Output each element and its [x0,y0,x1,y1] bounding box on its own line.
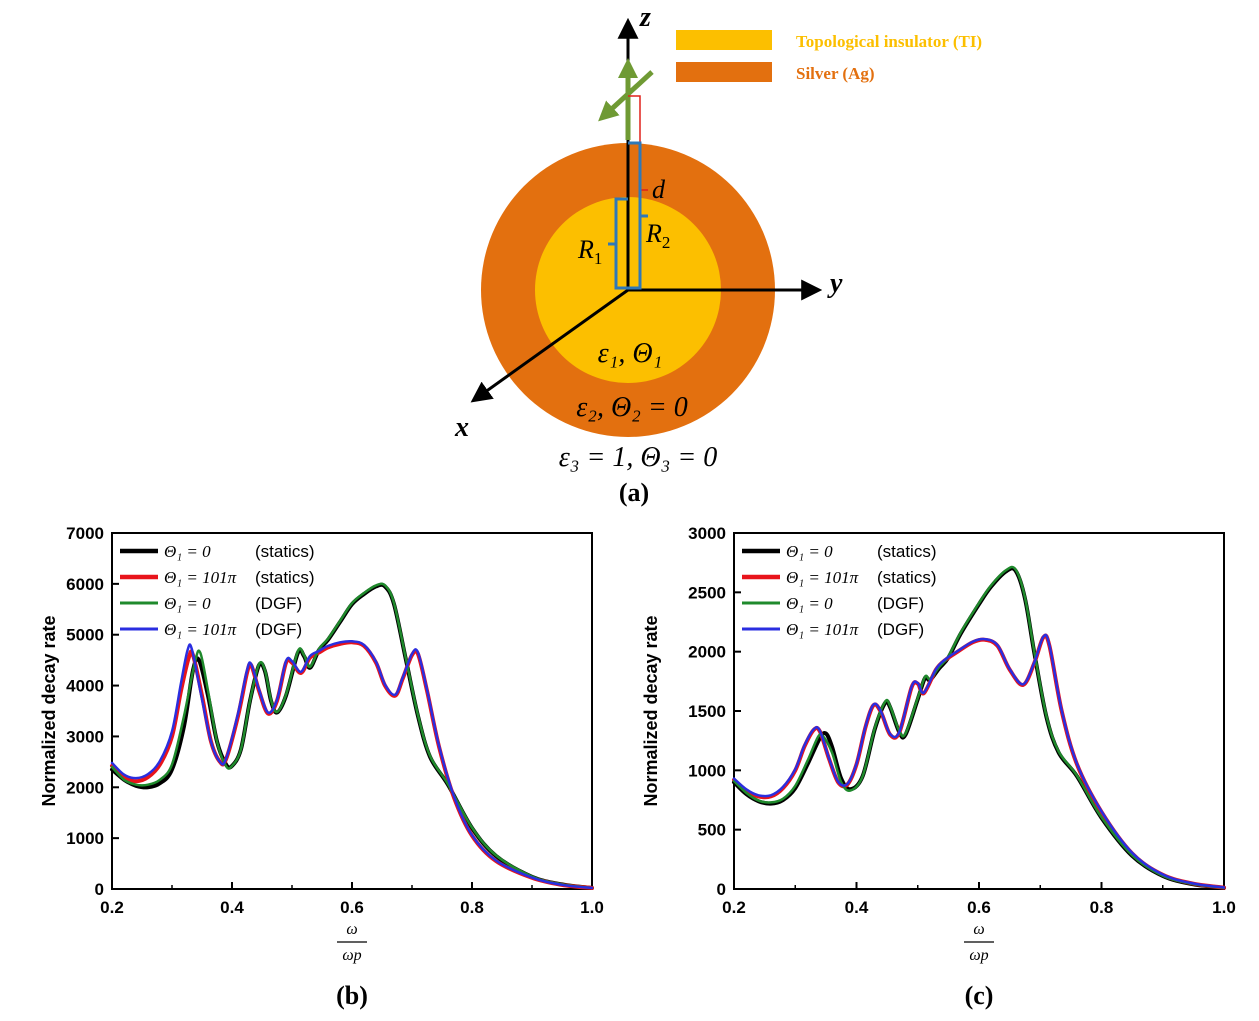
y-tick-label-b-0: 0 [95,880,104,899]
x-tick-label-c-0: 0.2 [722,898,746,917]
y-tick-label-b-3: 3000 [66,727,104,746]
y-tick-label-b-7: 7000 [66,524,104,543]
x-tick-label-c-2: 0.6 [967,898,991,917]
svg-text:ω: ω [973,921,984,938]
shell-label: ε₂, Θ₂ = 0 [576,392,688,423]
y-tick-label-c-5: 2500 [688,583,726,602]
y-tick-label-b-4: 4000 [66,677,104,696]
legend-name-b-3: Θ₁ = 101π [164,620,237,639]
legend-tag-b-2: (DGF) [255,594,302,613]
dipole-icon [598,58,654,140]
x-tick-label-b-0: 0.2 [100,898,124,917]
legend-tag-b-0: (statics) [255,542,315,561]
y-tick-label-b-2: 2000 [66,778,104,797]
x-tick-label-c-3: 0.8 [1090,898,1114,917]
y-axis-label: y [827,268,843,299]
ticks-b: 0.2 0.4 0.6 0.8 1.0 0 1000 2000 3000 4000 5000 6000… [66,524,604,917]
legend-tag-c-3: (DGF) [877,620,924,639]
series-line-b-2 [110,582,594,890]
legend-c: Θ₁ = 0 (statics) Θ₁ = 101π (statics) Θ₁ = 0 (… [742,542,937,639]
legend-swatch-ag [676,62,772,82]
series-line-b-1 [110,640,594,890]
r2-label: R2 [645,219,670,252]
y-axis-label-c: Normalized decay rate [641,615,661,806]
panel-label-a: (a) [619,478,649,507]
chart-b: 0.2 0.4 0.6 0.8 1.0 0 1000 2000 3000 4000 5000 6000… [39,524,604,1010]
y-tick-label-c-3: 1500 [688,702,726,721]
x-tick-label-b-4: 1.0 [580,898,604,917]
y-axis-label-b: Normalized decay rate [39,615,59,806]
legend-tag-b-3: (DGF) [255,620,302,639]
series-line-c-0 [732,566,1226,890]
series-lines-c [732,565,1226,890]
legend-name-c-3: Θ₁ = 101π [786,620,859,639]
legend-tag-c-2: (DGF) [877,594,924,613]
legend-label-ag: Silver (Ag) [796,64,875,83]
x-tick-label-b-1: 0.4 [220,898,244,917]
y-tick-label-b-5: 5000 [66,626,104,645]
panel-label-b: (b) [336,981,368,1010]
legend-tag-c-0: (statics) [877,542,937,561]
legend-name-c-2: Θ₁ = 0 [786,594,833,613]
legend-tag-b-1: (statics) [255,568,315,587]
x-tick-label-b-3: 0.8 [460,898,484,917]
legend-name-c-1: Θ₁ = 101π [786,568,859,587]
x-tick-label-b-2: 0.6 [340,898,364,917]
y-tick-label-c-1: 500 [698,821,726,840]
y-tick-label-c-6: 3000 [688,524,726,543]
x-axis [470,288,629,403]
series-line-c-2 [732,565,1226,889]
gap-label: d [652,175,666,204]
r1-label: R1 [577,235,602,268]
r1-bracket [608,197,628,290]
panel-label-c: (c) [965,981,994,1010]
legend-name-c-0: Θ₁ = 0 [786,542,833,561]
x-axis-label-c: ω ωp [964,921,994,964]
x-tick-label-c-1: 0.4 [845,898,869,917]
x-axis-label: x [454,412,469,443]
legend-label-ti: Topological insulator (TI) [796,32,982,51]
series-line-b-3 [110,639,594,890]
series-lines-b [110,582,594,890]
svg-text:ω: ω [346,921,357,938]
outside-label: ε₃ = 1, Θ₃ = 0 [559,442,718,473]
y-tick-label-c-0: 0 [717,880,726,899]
core-shell-diagram: z y x d R1 R2 ε₁, Θ₁ ε₂, Θ₂ = 0 ε₃ = 1, … [454,2,982,473]
legend-swatch-ti [676,30,772,50]
legend-name-b-0: Θ₁ = 0 [164,542,211,561]
x-tick-label-c-4: 1.0 [1212,898,1236,917]
ticks-c: 0.2 0.4 0.6 0.8 1.0 0 500 1000 1500 2000 2500 3000 [688,524,1236,917]
core-label: ε₁, Θ₁ [598,338,663,369]
z-axis-label: z [639,2,651,33]
r2-bracket [628,141,648,290]
legend-tag-c-1: (statics) [877,568,937,587]
y-tick-label-b-1: 1000 [66,829,104,848]
y-tick-label-c-2: 1000 [688,761,726,780]
y-tick-label-c-4: 2000 [688,643,726,662]
svg-text:ωp: ωp [969,947,988,964]
x-axis-label-b: ω ωp [337,921,367,964]
legend-b: Θ₁ = 0 (statics) Θ₁ = 101π (statics) Θ₁ = 0 (… [120,542,315,639]
legend-name-b-2: Θ₁ = 0 [164,594,211,613]
svg-text:ωp: ωp [342,947,361,964]
chart-c: 0.2 0.4 0.6 0.8 1.0050010001500200025003000 … [641,524,1236,1010]
legend-name-b-1: Θ₁ = 101π [164,568,237,587]
y-tick-label-b-6: 6000 [66,575,104,594]
series-line-c-3 [732,633,1226,889]
